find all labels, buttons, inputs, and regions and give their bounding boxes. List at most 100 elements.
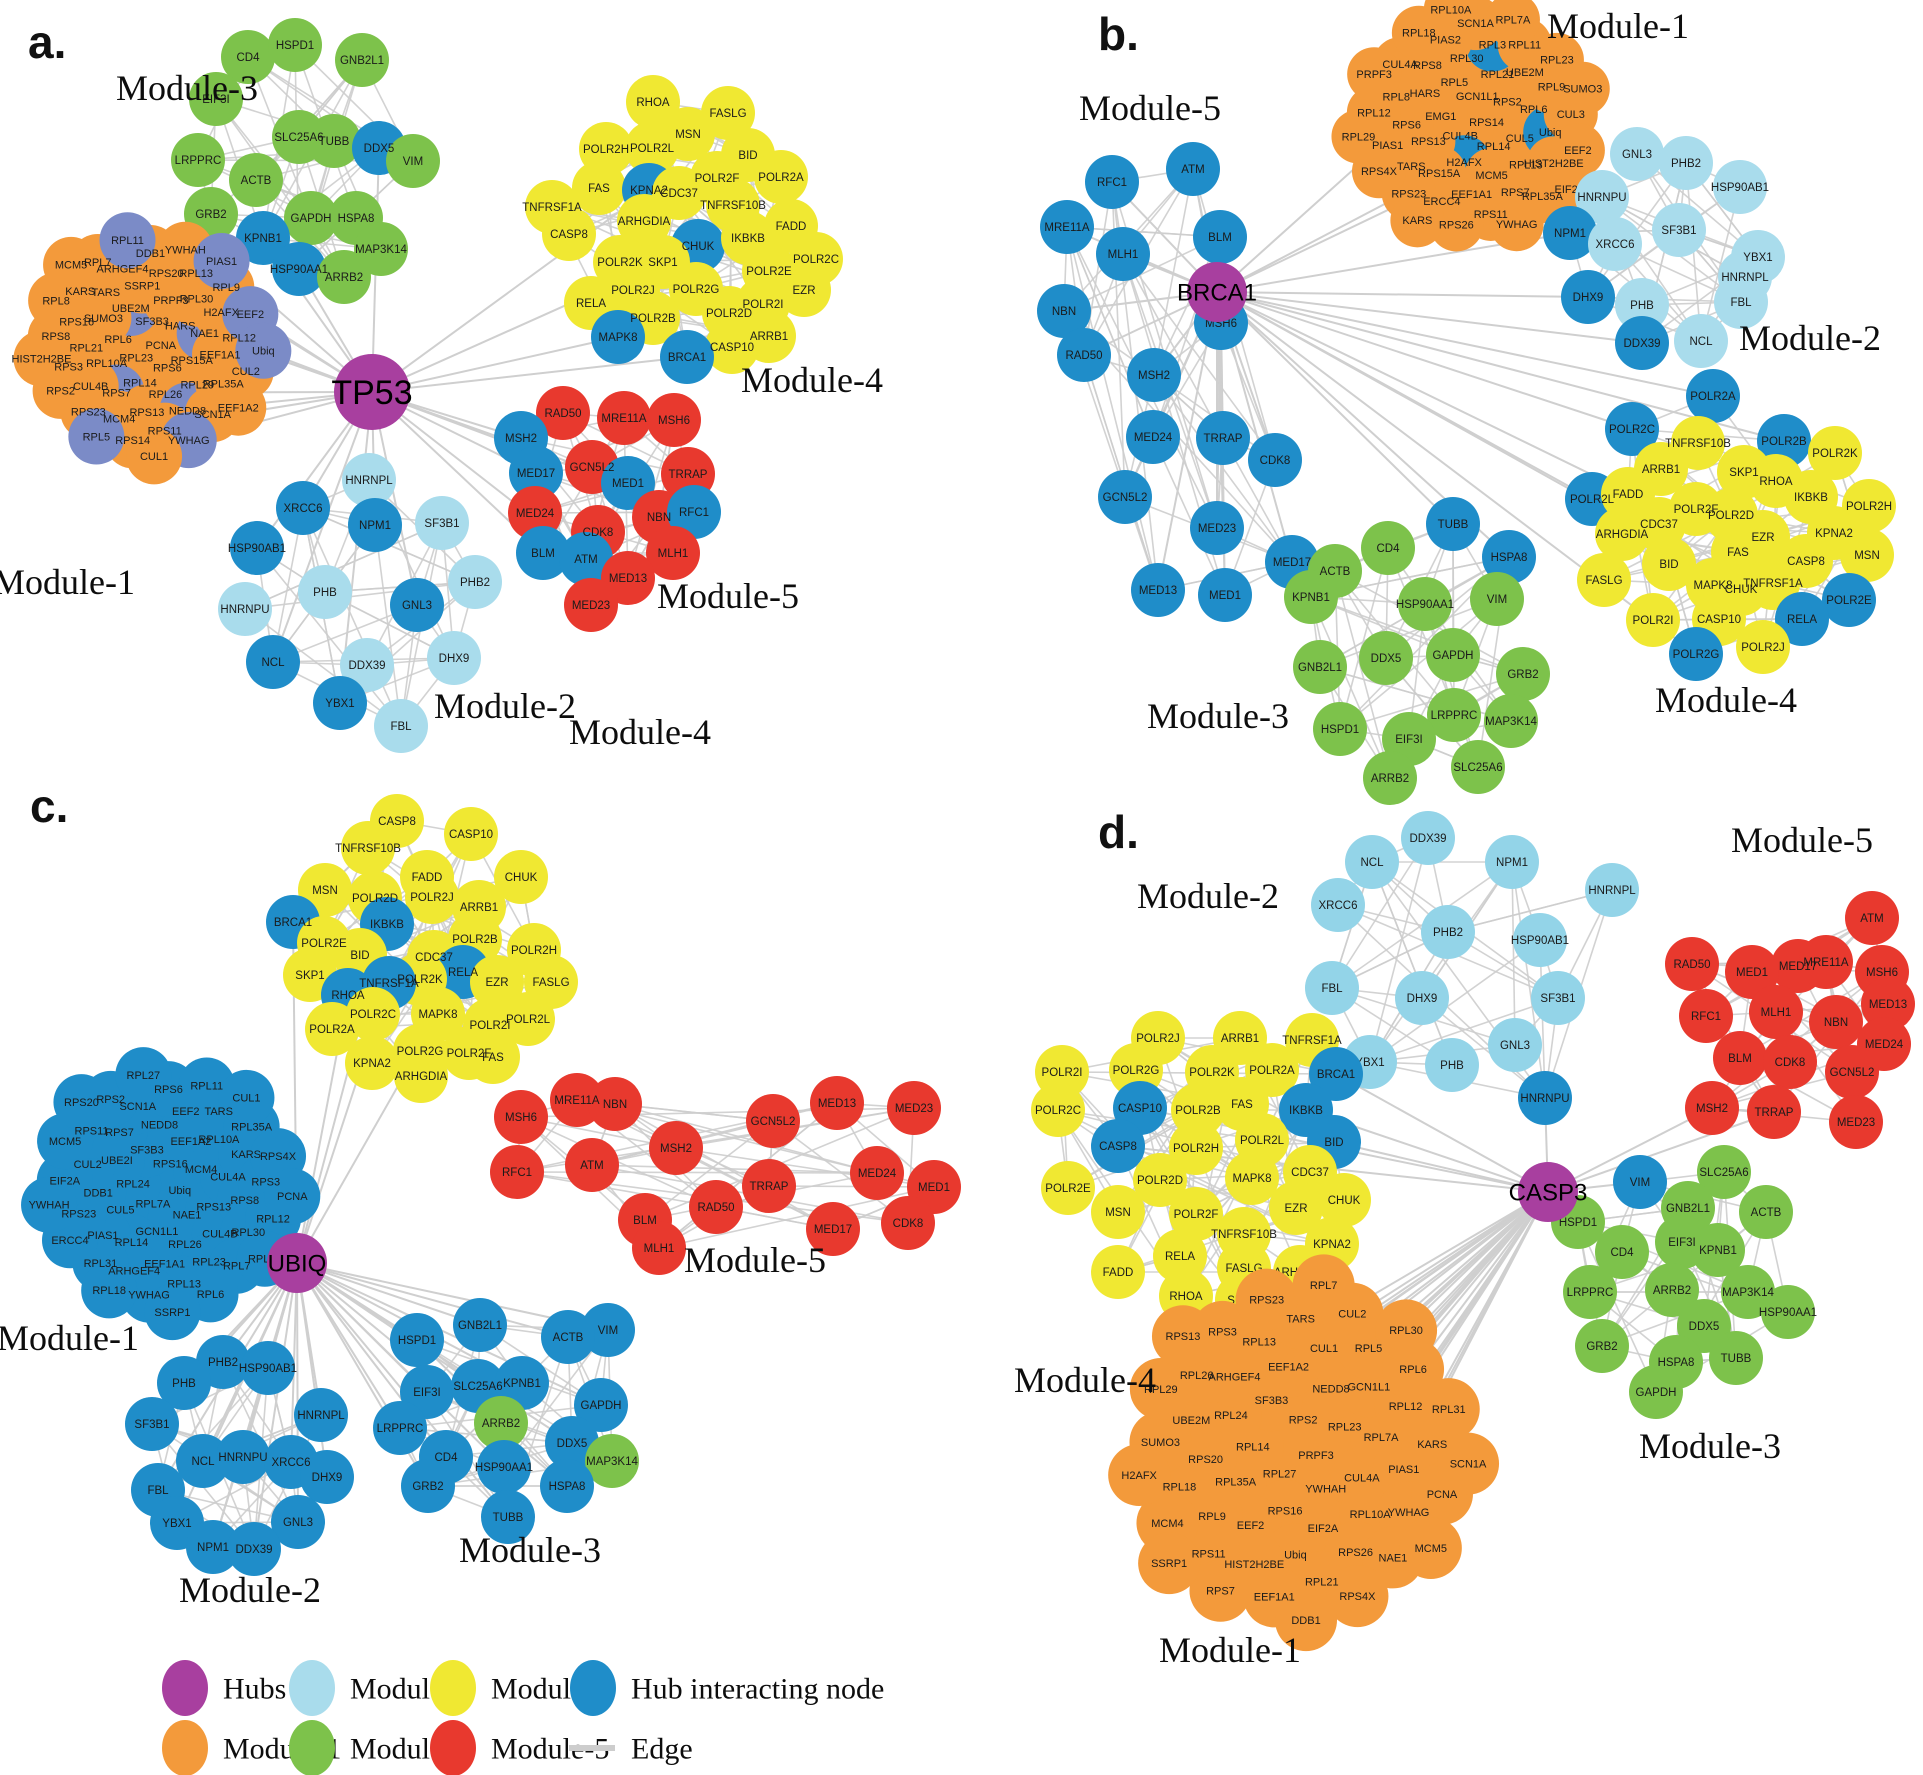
module-label-module-2-a: Module-2: [434, 686, 576, 726]
node-GNB2L1: [1293, 640, 1347, 694]
node-HNRNPU: [1575, 170, 1629, 224]
node-GAPDH: [284, 191, 338, 245]
node-RHOA: [626, 75, 680, 129]
module-label-module-3-d: Module-3: [1639, 1426, 1781, 1466]
node-ARHGDIA: [1595, 507, 1649, 561]
node-RAD50: [1665, 937, 1719, 991]
node-RPS26: [1429, 197, 1484, 252]
node-MED1: [1198, 568, 1252, 622]
node-POLR2G: [1669, 627, 1723, 681]
node-BLM: [1713, 1031, 1767, 1085]
node-GCN5L2: [746, 1094, 800, 1148]
node-PHB2: [1421, 905, 1475, 959]
module-label-module-3-c: Module-3: [459, 1530, 601, 1570]
hub-label-CASP3: CASP3: [1509, 1179, 1588, 1206]
node-RPL7: [1292, 1254, 1355, 1317]
node-NCL: [176, 1434, 230, 1488]
node-ATM: [1845, 891, 1899, 945]
node-YWHAG: [1489, 197, 1544, 252]
node-RPL30: [1375, 1299, 1438, 1362]
legend-swatch: [289, 1660, 335, 1716]
node-MCM5: [43, 236, 100, 293]
node-POLR2D: [1133, 1153, 1187, 1207]
legend-swatch: [570, 1660, 616, 1716]
hub-BRCA1: [1187, 262, 1247, 322]
panel-a: CD4HSPD1GNB2L1EIF3ISLC25A6TUBBDDX5VIMLRP…: [0, 16, 883, 753]
node-GAPDH: [1629, 1365, 1683, 1419]
node-SCN1A: [1437, 1432, 1500, 1495]
node-PHB: [298, 565, 352, 619]
node-RPS13: [1151, 1305, 1214, 1368]
legend-swatch: [430, 1720, 476, 1775]
node-TRRAP: [1747, 1085, 1801, 1139]
node-GNB2L1: [453, 1298, 507, 1352]
node-MSN: [1091, 1185, 1145, 1239]
node-KPNB1: [1284, 570, 1338, 624]
node-FASLG: [1577, 553, 1631, 607]
node-POLR2C: [1031, 1083, 1085, 1137]
node-RELA: [1153, 1229, 1207, 1283]
node-NCL: [1345, 835, 1399, 889]
node-ARRB2: [474, 1396, 528, 1450]
node-KPNB1: [236, 211, 290, 265]
node-H2AFX: [1108, 1444, 1171, 1507]
node-RPS4X: [1326, 1565, 1389, 1628]
node-FAS: [466, 1030, 520, 1084]
node-MED23: [564, 578, 618, 632]
node-NPM1: [1485, 835, 1539, 889]
node-RPS20: [53, 1074, 110, 1131]
node-NBN: [1809, 995, 1863, 1049]
module-label-module-3-b: Module-3: [1147, 696, 1289, 736]
legend-swatch: [430, 1660, 476, 1716]
node-ACTB: [229, 153, 283, 207]
node-Ubiq: [235, 322, 292, 379]
node-CASP8: [542, 207, 596, 261]
node-RPS23: [1235, 1268, 1298, 1331]
node-MLH1: [1749, 985, 1803, 1039]
node-GNL3: [1610, 127, 1664, 181]
node-SUMO3: [1555, 61, 1610, 116]
node-HSPD1: [1313, 702, 1367, 756]
node-FBL: [1714, 275, 1768, 329]
module-label-module-2-c: Module-2: [179, 1570, 321, 1610]
node-VIM: [1470, 572, 1524, 626]
node-GCN5L2: [1825, 1045, 1879, 1099]
panel-b: ATMRFC1MRE11AMLH1BLMNBNMSH6RAD50MSH2MED2…: [1037, 0, 1896, 805]
panel-letter-a: a.: [28, 16, 66, 68]
node-HSP90AB1: [1513, 913, 1567, 967]
node-MLH1: [632, 1221, 686, 1275]
node-RAD50: [689, 1180, 743, 1234]
node-TRRAP: [742, 1159, 796, 1213]
node-MED24: [1126, 410, 1180, 464]
legend-label: Hubs: [223, 1673, 286, 1706]
node-MAPK8: [591, 310, 645, 364]
node-DHX9: [1395, 971, 1449, 1025]
module-module-5-b: ATMRFC1MRE11AMLH1BLMNBNMSH6RAD50MSH2MED2…: [1037, 142, 1319, 622]
node-RPL11: [99, 212, 156, 269]
module-label-module-2-d: Module-2: [1137, 876, 1279, 916]
node-EZR: [470, 955, 524, 1009]
node-HNRNPL: [1585, 863, 1639, 917]
node-TUBB: [1709, 1331, 1763, 1385]
module-label-module-5-b: Module-5: [1079, 88, 1221, 128]
node-KPNB1: [495, 1356, 549, 1410]
node-TNFRSF10B: [341, 821, 395, 875]
node-RPL18: [81, 1262, 138, 1319]
node-TUBB: [307, 114, 361, 168]
node-NBN: [1037, 284, 1091, 338]
legend-item-hubs: Hubs: [162, 1660, 286, 1716]
node-PHB2: [448, 555, 502, 609]
node-CASP8: [1091, 1119, 1145, 1173]
node-LRPPRC: [373, 1401, 427, 1455]
node-HSPA8: [1482, 530, 1536, 584]
node-BRCA1: [660, 330, 714, 384]
node-MED17: [806, 1202, 860, 1256]
node-MSH2: [649, 1121, 703, 1175]
node-HSP90AB1: [1713, 160, 1767, 214]
node-HNRNPU: [1518, 1071, 1572, 1125]
module-label-module-2-b: Module-2: [1739, 318, 1881, 358]
node-GCN5L2: [1098, 470, 1152, 524]
node-TUBB: [481, 1490, 535, 1544]
